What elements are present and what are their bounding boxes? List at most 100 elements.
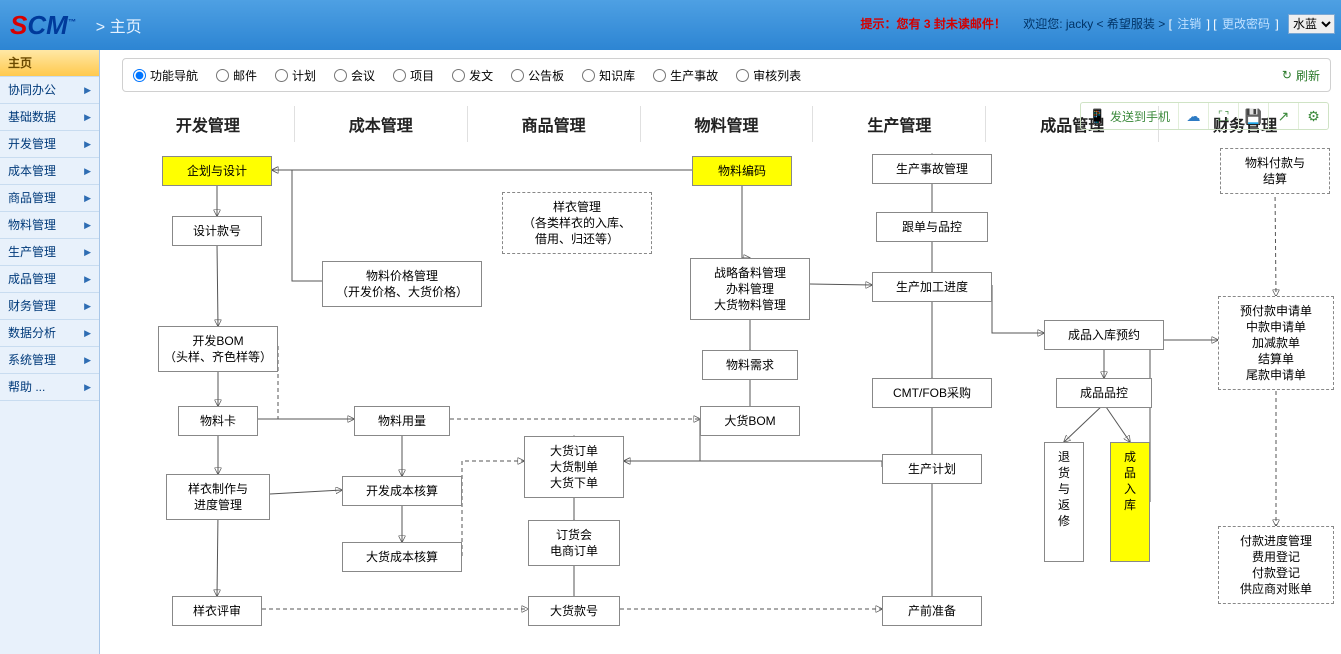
- nav-radio-8[interactable]: 生产事故: [653, 67, 718, 84]
- chevron-right-icon: ▶: [84, 158, 91, 185]
- nav-radio-7[interactable]: 知识库: [582, 67, 635, 84]
- refresh-icon: ↻: [1282, 68, 1292, 82]
- change-password-link[interactable]: 更改密码: [1222, 17, 1270, 31]
- chevron-right-icon: ▶: [84, 320, 91, 347]
- nav-radios: 功能导航 邮件 计划 会议 项目 发文 公告板 知识库 生产事故 审核列表: [133, 67, 801, 84]
- nav-radio-5[interactable]: 发文: [452, 67, 493, 84]
- flow-node-n_sample[interactable]: 样衣制作与进度管理: [166, 474, 270, 520]
- tab-row: 功能导航 邮件 计划 会议 项目 发文 公告板 知识库 生产事故 审核列表 ↻ …: [122, 58, 1331, 92]
- phone-icon: 📱: [1089, 108, 1106, 125]
- chevron-right-icon: ▶: [84, 212, 91, 239]
- flow-node-n_plan2[interactable]: 生产计划: [882, 454, 982, 484]
- chevron-right-icon: ▶: [84, 266, 91, 293]
- chevron-right-icon: ▶: [84, 374, 91, 401]
- category-0: 开发管理: [122, 106, 295, 142]
- toolbar: 📱 发送到手机 ☁ ⛶ 💾 ↗ ⚙: [1080, 102, 1329, 130]
- flow-node-n_progress[interactable]: 生产加工进度: [872, 272, 992, 302]
- flow-node-n_bigstyle[interactable]: 大货款号: [528, 596, 620, 626]
- flow-node-n_review[interactable]: 样衣评审: [172, 596, 262, 626]
- send-to-phone-button[interactable]: 📱 发送到手机: [1081, 103, 1178, 129]
- theme-select[interactable]: 水蓝: [1288, 14, 1335, 34]
- flow-node-n_matreq[interactable]: 物料需求: [702, 350, 798, 380]
- logo: SCM™: [10, 10, 76, 41]
- nav-radio-9[interactable]: 审核列表: [736, 67, 801, 84]
- flow-node-n_design[interactable]: 设计款号: [172, 216, 262, 246]
- flow-node-n_accident[interactable]: 生产事故管理: [872, 154, 992, 184]
- sidebar-item-8[interactable]: 成品管理▶: [0, 266, 99, 293]
- flow-node-n_inresv[interactable]: 成品入库预约: [1044, 320, 1164, 350]
- chevron-right-icon: ▶: [84, 239, 91, 266]
- nav-radio-2[interactable]: 计划: [275, 67, 316, 84]
- flow-node-n_samplemgr[interactable]: 样衣管理（各类样衣的入库、借用、归还等）: [502, 192, 652, 254]
- sidebar-item-10[interactable]: 数据分析▶: [0, 320, 99, 347]
- category-2: 商品管理: [468, 106, 641, 142]
- nav-radio-1[interactable]: 邮件: [216, 67, 257, 84]
- chevron-right-icon: ▶: [84, 185, 91, 212]
- save-button[interactable]: 💾: [1238, 103, 1268, 129]
- flow-node-n_devcost[interactable]: 开发成本核算: [342, 476, 462, 506]
- chevron-right-icon: ▶: [84, 77, 91, 104]
- nav-radio-3[interactable]: 会议: [334, 67, 375, 84]
- sidebar-item-7[interactable]: 生产管理▶: [0, 239, 99, 266]
- flow-node-n_bigbom[interactable]: 大货BOM: [700, 406, 800, 436]
- chevron-right-icon: ▶: [84, 131, 91, 158]
- gear-icon: ⚙: [1307, 108, 1320, 125]
- sidebar-item-9[interactable]: 财务管理▶: [0, 293, 99, 320]
- app-header: SCM™ > 主页 提示：您有 3 封未读邮件！ 欢迎您: jacky < 希望…: [0, 0, 1341, 50]
- flow-node-n_matcard[interactable]: 物料卡: [178, 406, 258, 436]
- sidebar-item-6[interactable]: 物料管理▶: [0, 212, 99, 239]
- chevron-right-icon: ▶: [84, 104, 91, 131]
- settings-button[interactable]: ⚙: [1298, 103, 1328, 129]
- flow-node-n_qc[interactable]: 成品品控: [1056, 378, 1152, 408]
- chevron-right-icon: ▶: [84, 347, 91, 374]
- flow-node-n_return[interactable]: 退货与返修: [1044, 442, 1084, 562]
- fullscreen-icon: ⛶: [1219, 108, 1229, 125]
- save-icon: 💾: [1245, 108, 1262, 125]
- sidebar-item-4[interactable]: 成本管理▶: [0, 158, 99, 185]
- flow-node-n_strat[interactable]: 战略备料管理办料管理大货物料管理: [690, 258, 810, 320]
- content-area: 功能导航 邮件 计划 会议 项目 发文 公告板 知识库 生产事故 审核列表 ↻ …: [100, 50, 1341, 654]
- mail-tip[interactable]: 提示：您有 3 封未读邮件！: [861, 17, 1006, 31]
- flow-node-n_bigorder[interactable]: 大货订单大货制单大货下单: [524, 436, 624, 498]
- flow-node-n_apply[interactable]: 预付款申请单中款申请单加减款单结算单尾款申请单: [1218, 296, 1334, 390]
- flow-node-n_track[interactable]: 跟单与品控: [876, 212, 988, 242]
- category-1: 成本管理: [295, 106, 468, 142]
- flow-node-n_eorder[interactable]: 订货会电商订单: [528, 520, 620, 566]
- sidebar-item-11[interactable]: 系统管理▶: [0, 347, 99, 374]
- cloud-button[interactable]: ☁: [1178, 103, 1208, 129]
- nav-radio-4[interactable]: 项目: [393, 67, 434, 84]
- category-3: 物料管理: [641, 106, 814, 142]
- flow-node-n_payprog[interactable]: 付款进度管理费用登记付款登记供应商对账单: [1218, 526, 1334, 604]
- sidebar-item-3[interactable]: 开发管理▶: [0, 131, 99, 158]
- sidebar: 主页协同办公▶基础数据▶开发管理▶成本管理▶商品管理▶物料管理▶生产管理▶成品管…: [0, 50, 100, 654]
- header-right: 提示：您有 3 封未读邮件！ 欢迎您: jacky < 希望服装 > [ 注销 …: [861, 14, 1336, 34]
- sidebar-item-5[interactable]: 商品管理▶: [0, 185, 99, 212]
- export-button[interactable]: ↗: [1268, 103, 1298, 129]
- nav-radio-0[interactable]: 功能导航: [133, 67, 198, 84]
- breadcrumb: > 主页: [96, 13, 142, 37]
- flow-node-n_devbom[interactable]: 开发BOM（头样、齐色样等）: [158, 326, 278, 372]
- welcome-text: 欢迎您: jacky < 希望服装 >: [1023, 17, 1168, 31]
- logout-link[interactable]: 注销: [1177, 17, 1201, 31]
- sidebar-item-12[interactable]: 帮助 ...▶: [0, 374, 99, 401]
- flow-node-n_matcode[interactable]: 物料编码: [692, 156, 792, 186]
- flowchart: 企划与设计设计款号开发BOM（头样、齐色样等） 物料卡样衣制作与进度管理样衣评审 物…: [122, 146, 1331, 646]
- sidebar-item-1[interactable]: 协同办公▶: [0, 77, 99, 104]
- refresh-button[interactable]: ↻ 刷新: [1282, 67, 1320, 84]
- flow-node-n_instock[interactable]: 成品入库: [1110, 442, 1150, 562]
- flow-node-n_price[interactable]: 物料价格管理（开发价格、大货价格）: [322, 261, 482, 307]
- flow-node-n_preprod[interactable]: 产前准备: [882, 596, 982, 626]
- category-4: 生产管理: [813, 106, 986, 142]
- flow-node-n_usage[interactable]: 物料用量: [354, 406, 450, 436]
- flow-node-n_bigcost[interactable]: 大货成本核算: [342, 542, 462, 572]
- chevron-right-icon: ▶: [84, 293, 91, 320]
- flow-node-n_cmt[interactable]: CMT/FOB采购: [872, 378, 992, 408]
- sidebar-item-2[interactable]: 基础数据▶: [0, 104, 99, 131]
- nav-radio-6[interactable]: 公告板: [511, 67, 564, 84]
- cloud-icon: ☁: [1187, 108, 1201, 125]
- export-icon: ↗: [1278, 108, 1290, 125]
- flow-node-n_plan[interactable]: 企划与设计: [162, 156, 272, 186]
- flow-node-n_matpay[interactable]: 物料付款与结算: [1220, 148, 1330, 194]
- sidebar-item-0[interactable]: 主页: [0, 50, 99, 77]
- fullscreen-button[interactable]: ⛶: [1208, 103, 1238, 129]
